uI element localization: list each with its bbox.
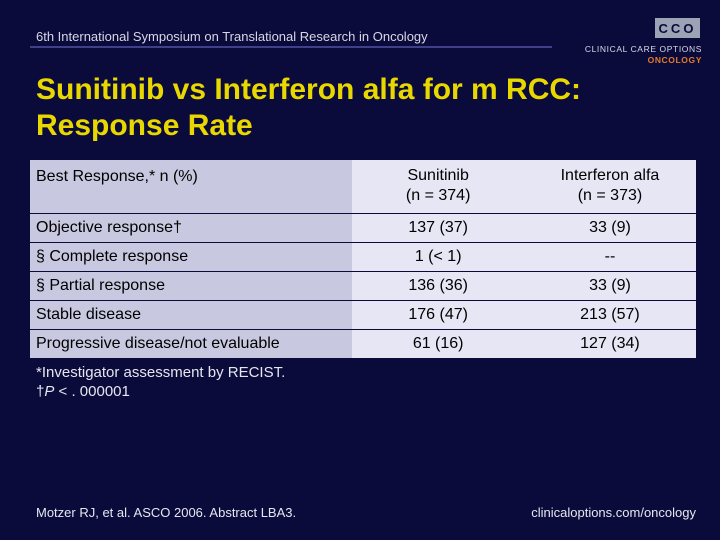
slide-title: Sunitinib vs Interferon alfa for m RCC: … (36, 73, 582, 142)
table-row: § Complete response 1 (< 1) -- (30, 242, 696, 272)
row-label: Progressive disease/not evaluable (30, 329, 353, 359)
header-interferon-name: Interferon alfa (560, 167, 660, 185)
footnote-p-value: < . 000001 (54, 383, 130, 400)
footnote-recist: *Investigator assessment by RECIST. (36, 364, 286, 381)
cell-interferon: 127 (34) (523, 329, 696, 359)
cell-interferon: 33 (9) (523, 271, 696, 301)
header-sunitinib-n: (n = 374) (405, 187, 471, 205)
cell-interferon: 33 (9) (523, 213, 696, 243)
cell-sunitinib: 137 (37) (352, 213, 524, 243)
table-row: § Partial response 136 (36) 33 (9) (30, 271, 696, 301)
cell-interferon: 213 (57) (523, 300, 696, 330)
footnote-pvalue: †P < . 000001 (36, 382, 285, 401)
footnotes: *Investigator assessment by RECIST. †P <… (36, 363, 285, 401)
cell-sunitinib: 176 (47) (352, 300, 524, 330)
cell-interferon: -- (523, 242, 696, 272)
logo-text-oncology: ONCOLOGY (647, 55, 702, 65)
table-row: Objective response† 137 (37) 33 (9) (30, 213, 696, 243)
footnote-p-symbol: P (44, 383, 55, 400)
cco-logo: CCO CLINICAL CARE OPTIONS ONCOLOGY (572, 18, 702, 66)
logo-text-clinical-care-options: CLINICAL CARE OPTIONS (584, 44, 702, 54)
response-rate-table: Best Response,* n (%) Sunitinib (n = 374… (30, 160, 696, 359)
website-link[interactable]: clinicaloptions.com/oncology (531, 505, 696, 520)
header-interferon-n: (n = 373) (577, 187, 643, 205)
row-label: Stable disease (30, 300, 353, 330)
header-sunitinib-name: Sunitinib (407, 167, 469, 185)
table-row: Stable disease 176 (47) 213 (57) (30, 300, 696, 330)
cell-sunitinib: 136 (36) (352, 271, 524, 301)
table-row: Progressive disease/not evaluable 61 (16… (30, 329, 696, 359)
row-label: Objective response† (30, 213, 353, 243)
citation: Motzer RJ, et al. ASCO 2006. Abstract LB… (36, 505, 297, 520)
cell-sunitinib: 1 (< 1) (352, 242, 524, 272)
header-sunitinib: Sunitinib (n = 374) (352, 160, 524, 214)
conference-header: 6th International Symposium on Translati… (36, 29, 428, 44)
header-divider (30, 46, 552, 48)
row-label: § Complete response (30, 242, 353, 272)
table-header-row: Best Response,* n (%) Sunitinib (n = 374… (30, 160, 696, 214)
cell-sunitinib: 61 (16) (352, 329, 524, 359)
row-label: § Partial response (30, 271, 353, 301)
footnote-dagger: † (36, 383, 45, 400)
logo-mark: CCO (655, 18, 700, 38)
header-interferon: Interferon alfa (n = 373) (523, 160, 696, 214)
header-best-response: Best Response,* n (%) (30, 160, 353, 214)
